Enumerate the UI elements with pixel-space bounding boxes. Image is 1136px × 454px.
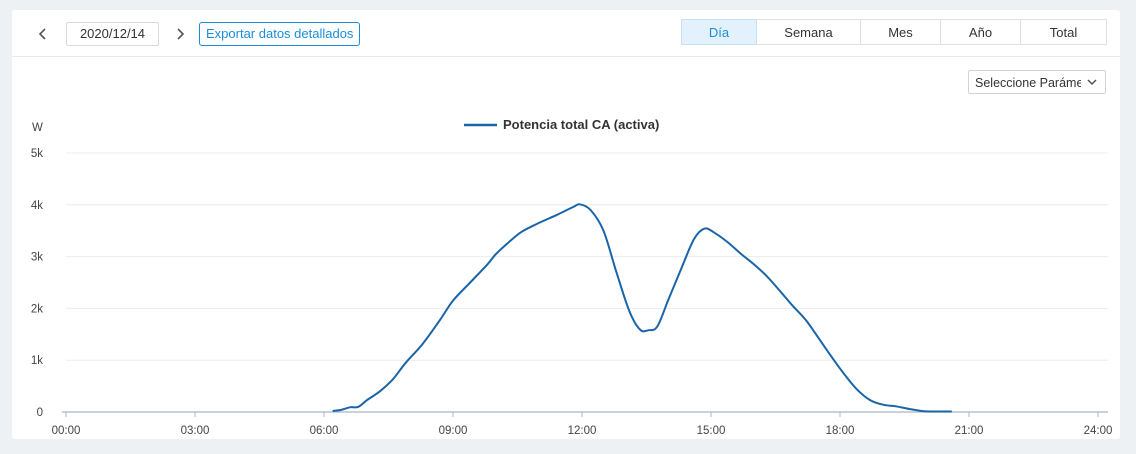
date-picker[interactable]: 2020/12/14 <box>66 22 159 46</box>
x-tick-label: 09:00 <box>439 425 468 437</box>
y-tick-label: 2k <box>31 303 43 315</box>
period-week-tab[interactable]: Semana <box>756 19 861 45</box>
legend-label: Potencia total CA (activa) <box>503 117 659 132</box>
period-day-tab[interactable]: Día <box>681 19 757 45</box>
chevron-down-icon <box>1087 79 1097 86</box>
prev-day-button[interactable] <box>34 24 52 44</box>
x-tick-label: 18:00 <box>826 425 855 437</box>
series-line <box>332 203 952 413</box>
grid-lines <box>66 152 1108 361</box>
y-tick-label: 4k <box>31 200 43 212</box>
y-tick-label: 3k <box>31 252 43 264</box>
x-tick-label: 03:00 <box>181 425 210 437</box>
chevron-left-icon <box>38 28 46 40</box>
period-total-tab[interactable]: Total <box>1020 19 1107 45</box>
x-tick-label: 21:00 <box>955 425 984 437</box>
y-tick-label: 0 <box>37 407 43 419</box>
period-year-tab[interactable]: Año <box>940 19 1021 45</box>
x-tick-label: 06:00 <box>310 425 339 437</box>
parameter-select-value: Seleccione Parámetros <box>975 76 1081 90</box>
chevron-right-icon <box>177 28 185 40</box>
y-tick-label: 1k <box>31 355 43 367</box>
x-tick-label: 24:00 <box>1084 425 1113 437</box>
export-detailed-data-button[interactable]: Exportar datos detallados <box>199 22 361 46</box>
series-layer <box>332 203 952 413</box>
x-tick-label: 12:00 <box>568 425 597 437</box>
period-selector: Día Semana Mes Año Total <box>681 19 1107 45</box>
parameter-select[interactable]: Seleccione Parámetros <box>968 70 1106 94</box>
x-tick-label: 15:00 <box>697 425 726 437</box>
y-axis-ticks: 0 1k 2k 3k 4k 5k <box>31 148 43 419</box>
x-axis: 00:00 03:00 06:00 09:00 12:00 15:00 18:00 21:00… <box>52 411 1113 437</box>
x-tick-label: 00:00 <box>52 425 81 437</box>
next-day-button[interactable] <box>171 24 189 44</box>
legend: Potencia total CA (activa) <box>464 117 659 132</box>
y-axis-unit: W <box>32 122 43 134</box>
toolbar: 2020/12/14 Exportar datos detallados Día… <box>12 10 1120 57</box>
y-tick-label: 5k <box>31 148 43 160</box>
period-month-tab[interactable]: Mes <box>860 19 941 45</box>
power-chart: 0 1k 2k 3k 4k 5k 00:00 03:00 06:00 09:00 12:00 15:… <box>31 117 1113 437</box>
